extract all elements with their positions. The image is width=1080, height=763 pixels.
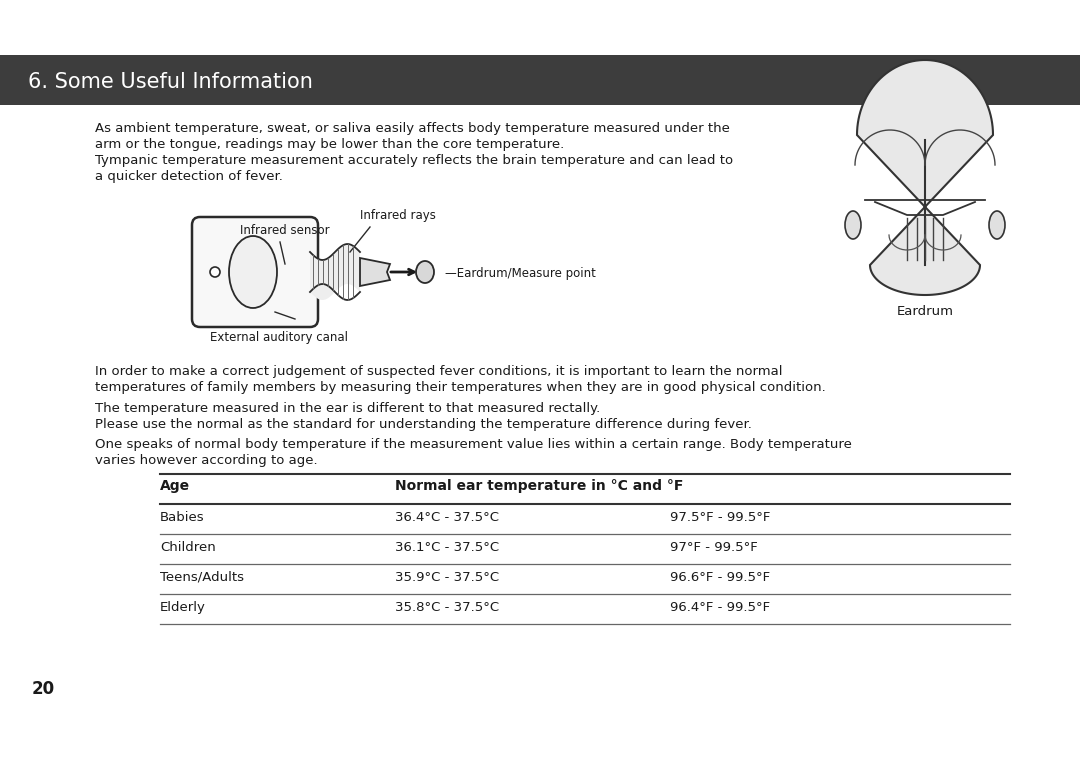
FancyBboxPatch shape bbox=[0, 55, 1080, 105]
Text: Elderly: Elderly bbox=[160, 601, 206, 614]
Text: 96.6°F - 99.5°F: 96.6°F - 99.5°F bbox=[670, 571, 770, 584]
Text: Children: Children bbox=[160, 541, 216, 554]
Text: 36.4°C - 37.5°C: 36.4°C - 37.5°C bbox=[395, 511, 499, 524]
Text: a quicker detection of fever.: a quicker detection of fever. bbox=[95, 170, 283, 183]
Text: 35.9°C - 37.5°C: 35.9°C - 37.5°C bbox=[395, 571, 499, 584]
Text: 97.5°F - 99.5°F: 97.5°F - 99.5°F bbox=[670, 511, 770, 524]
Ellipse shape bbox=[845, 211, 861, 239]
Circle shape bbox=[210, 267, 220, 277]
Text: 35.8°C - 37.5°C: 35.8°C - 37.5°C bbox=[395, 601, 499, 614]
Text: 36.1°C - 37.5°C: 36.1°C - 37.5°C bbox=[395, 541, 499, 554]
Text: Normal ear temperature in °C and °F: Normal ear temperature in °C and °F bbox=[395, 479, 684, 493]
Text: 6. Some Useful Information: 6. Some Useful Information bbox=[28, 72, 313, 92]
Polygon shape bbox=[858, 60, 993, 295]
Polygon shape bbox=[310, 244, 360, 300]
Text: As ambient temperature, sweat, or saliva easily affects body temperature measure: As ambient temperature, sweat, or saliva… bbox=[95, 122, 730, 135]
Text: 20: 20 bbox=[32, 680, 55, 698]
Text: arm or the tongue, readings may be lower than the core temperature.: arm or the tongue, readings may be lower… bbox=[95, 138, 564, 151]
Text: The temperature measured in the ear is different to that measured rectally.: The temperature measured in the ear is d… bbox=[95, 402, 600, 415]
Text: Infrared sensor: Infrared sensor bbox=[240, 224, 329, 237]
Ellipse shape bbox=[229, 236, 276, 308]
Text: Age: Age bbox=[160, 479, 190, 493]
FancyBboxPatch shape bbox=[0, 0, 1080, 55]
Text: Please use the normal as the standard for understanding the temperature differen: Please use the normal as the standard fo… bbox=[95, 418, 752, 431]
Text: One speaks of normal body temperature if the measurement value lies within a cer: One speaks of normal body temperature if… bbox=[95, 438, 852, 451]
Text: —Eardrum/Measure point: —Eardrum/Measure point bbox=[445, 268, 596, 281]
Text: Babies: Babies bbox=[160, 511, 204, 524]
FancyBboxPatch shape bbox=[192, 217, 318, 327]
Text: Eardrum: Eardrum bbox=[896, 305, 954, 318]
Ellipse shape bbox=[989, 211, 1005, 239]
Text: In order to make a correct judgement of suspected fever conditions, it is import: In order to make a correct judgement of … bbox=[95, 365, 783, 378]
Text: temperatures of family members by measuring their temperatures when they are in : temperatures of family members by measur… bbox=[95, 381, 826, 394]
Text: varies however according to age.: varies however according to age. bbox=[95, 454, 318, 467]
Polygon shape bbox=[360, 258, 390, 286]
Text: Tympanic temperature measurement accurately reflects the brain temperature and c: Tympanic temperature measurement accurat… bbox=[95, 154, 733, 167]
Text: Teens/Adults: Teens/Adults bbox=[160, 571, 244, 584]
Text: 97°F - 99.5°F: 97°F - 99.5°F bbox=[670, 541, 758, 554]
Ellipse shape bbox=[416, 261, 434, 283]
Text: Infrared rays: Infrared rays bbox=[360, 209, 436, 222]
Text: External auditory canal: External auditory canal bbox=[210, 331, 348, 344]
Text: 96.4°F - 99.5°F: 96.4°F - 99.5°F bbox=[670, 601, 770, 614]
